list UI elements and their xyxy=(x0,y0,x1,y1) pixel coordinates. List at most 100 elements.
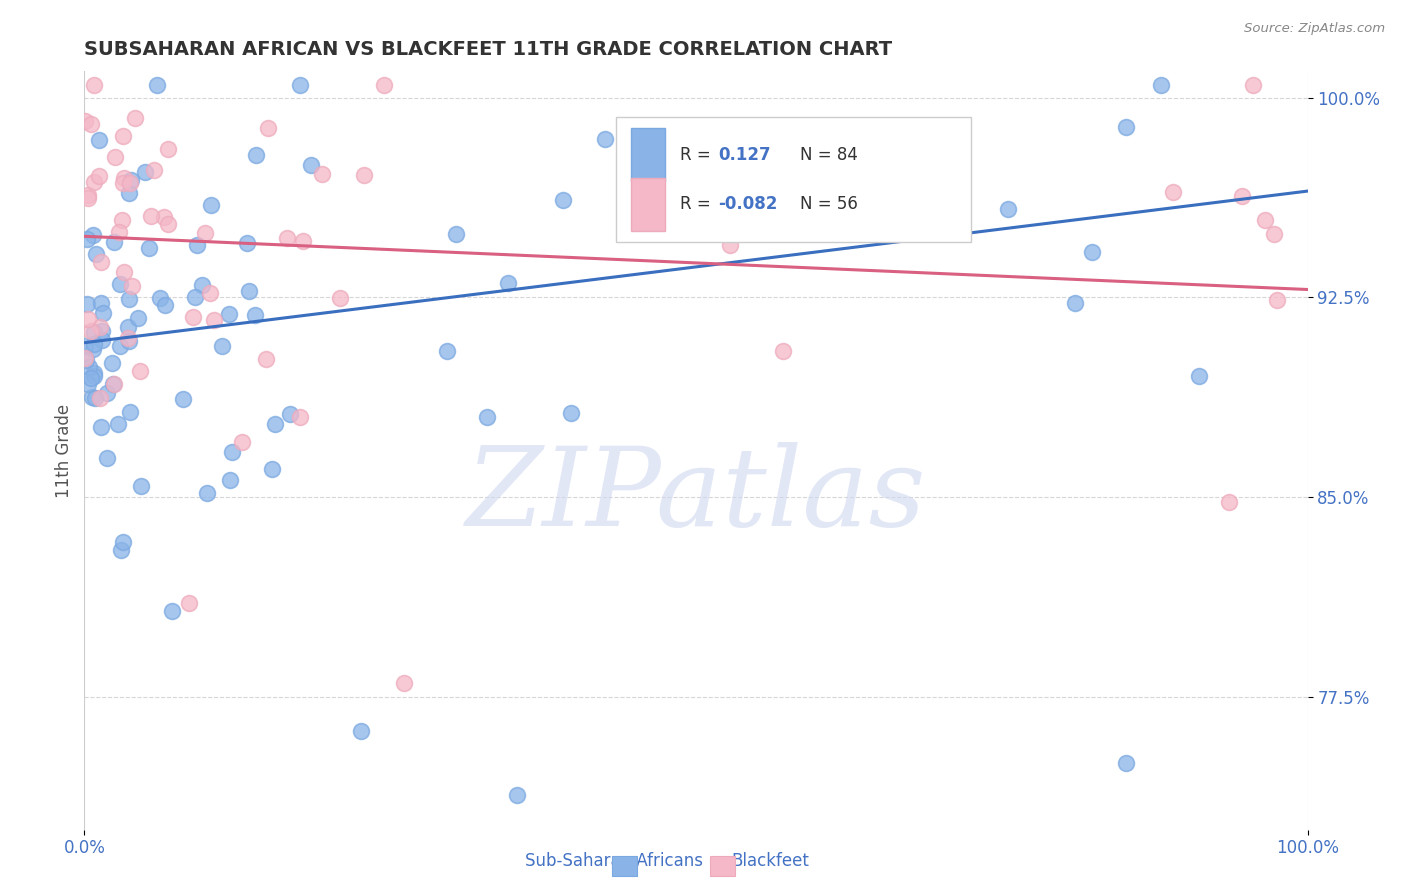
Point xyxy=(1115,120,1137,134)
Point xyxy=(121,278,143,293)
Point xyxy=(1254,213,1277,227)
Point xyxy=(659,212,682,227)
Text: N = 84: N = 84 xyxy=(800,145,858,164)
Point xyxy=(80,371,103,385)
Point xyxy=(191,278,214,293)
Point xyxy=(84,391,107,405)
Point xyxy=(117,331,139,345)
Point xyxy=(496,276,519,290)
Point xyxy=(73,114,96,128)
Point xyxy=(160,604,183,618)
Point xyxy=(264,417,287,432)
Point xyxy=(718,237,741,252)
Text: Blackfeet: Blackfeet xyxy=(731,852,808,870)
Point xyxy=(90,255,112,269)
Text: ZIPatlas: ZIPatlas xyxy=(465,442,927,549)
Point xyxy=(83,337,105,351)
Point xyxy=(1063,296,1085,310)
Point xyxy=(257,121,280,136)
Point xyxy=(110,542,132,557)
Point xyxy=(238,284,260,298)
Point xyxy=(236,235,259,250)
Point xyxy=(91,333,114,347)
Point xyxy=(89,391,111,405)
Point xyxy=(436,344,458,359)
Point xyxy=(1241,78,1264,92)
Point xyxy=(79,359,101,374)
Point xyxy=(138,241,160,255)
Point xyxy=(77,311,100,326)
Point xyxy=(593,132,616,146)
Text: R =: R = xyxy=(681,195,716,213)
Point xyxy=(141,209,163,223)
Point xyxy=(218,307,240,321)
Point xyxy=(75,352,97,367)
Point xyxy=(254,351,277,366)
Point xyxy=(218,474,240,488)
Bar xyxy=(631,128,665,181)
Point xyxy=(786,223,808,237)
Point xyxy=(157,217,180,231)
Point xyxy=(186,237,208,252)
Point xyxy=(200,286,222,301)
Point xyxy=(245,308,267,322)
Point xyxy=(231,434,253,449)
Text: R =: R = xyxy=(681,145,716,164)
Point xyxy=(129,479,152,493)
Point xyxy=(194,226,217,240)
Point xyxy=(146,78,169,92)
Point xyxy=(111,212,134,227)
Point xyxy=(76,377,98,392)
Point xyxy=(76,297,98,311)
Point xyxy=(311,167,333,181)
Point xyxy=(80,118,103,132)
Text: -0.082: -0.082 xyxy=(718,195,778,213)
Point xyxy=(1230,189,1253,203)
Point xyxy=(127,310,149,325)
Point xyxy=(124,111,146,125)
Point xyxy=(120,405,142,419)
Point xyxy=(101,376,124,391)
Point xyxy=(118,186,141,200)
Point xyxy=(83,367,105,381)
Point xyxy=(83,369,105,384)
Point xyxy=(77,191,100,205)
Point xyxy=(299,158,322,172)
Point xyxy=(73,351,96,365)
Point xyxy=(91,324,114,338)
Point xyxy=(83,78,105,92)
Point xyxy=(87,169,110,184)
Point xyxy=(96,386,118,401)
Point xyxy=(80,390,103,404)
Text: Source: ZipAtlas.com: Source: ZipAtlas.com xyxy=(1244,22,1385,36)
Point xyxy=(292,234,315,248)
Point xyxy=(288,410,311,425)
Point xyxy=(91,306,114,320)
Point xyxy=(111,129,134,144)
Point xyxy=(245,148,267,162)
Point xyxy=(103,235,125,249)
Point xyxy=(107,417,129,431)
Point xyxy=(82,227,104,242)
Point xyxy=(1161,185,1184,199)
Point xyxy=(183,290,205,304)
Point xyxy=(142,163,165,178)
Point xyxy=(82,343,104,357)
Point xyxy=(200,198,222,212)
Point xyxy=(276,231,298,245)
Point xyxy=(76,188,98,202)
Text: 0.127: 0.127 xyxy=(718,145,770,164)
Point xyxy=(560,406,582,420)
Point xyxy=(1150,78,1173,92)
Point xyxy=(153,210,176,224)
Point xyxy=(112,171,135,186)
Point xyxy=(181,310,204,325)
Point xyxy=(107,225,129,239)
Point xyxy=(89,320,111,334)
Point xyxy=(278,407,301,421)
Text: SUBSAHARAN AFRICAN VS BLACKFEET 11TH GRADE CORRELATION CHART: SUBSAHARAN AFRICAN VS BLACKFEET 11TH GRA… xyxy=(84,39,893,59)
Point xyxy=(1263,227,1285,242)
Point xyxy=(112,176,135,190)
Text: Sub-Saharan Africans: Sub-Saharan Africans xyxy=(524,852,703,870)
Point xyxy=(76,232,98,246)
